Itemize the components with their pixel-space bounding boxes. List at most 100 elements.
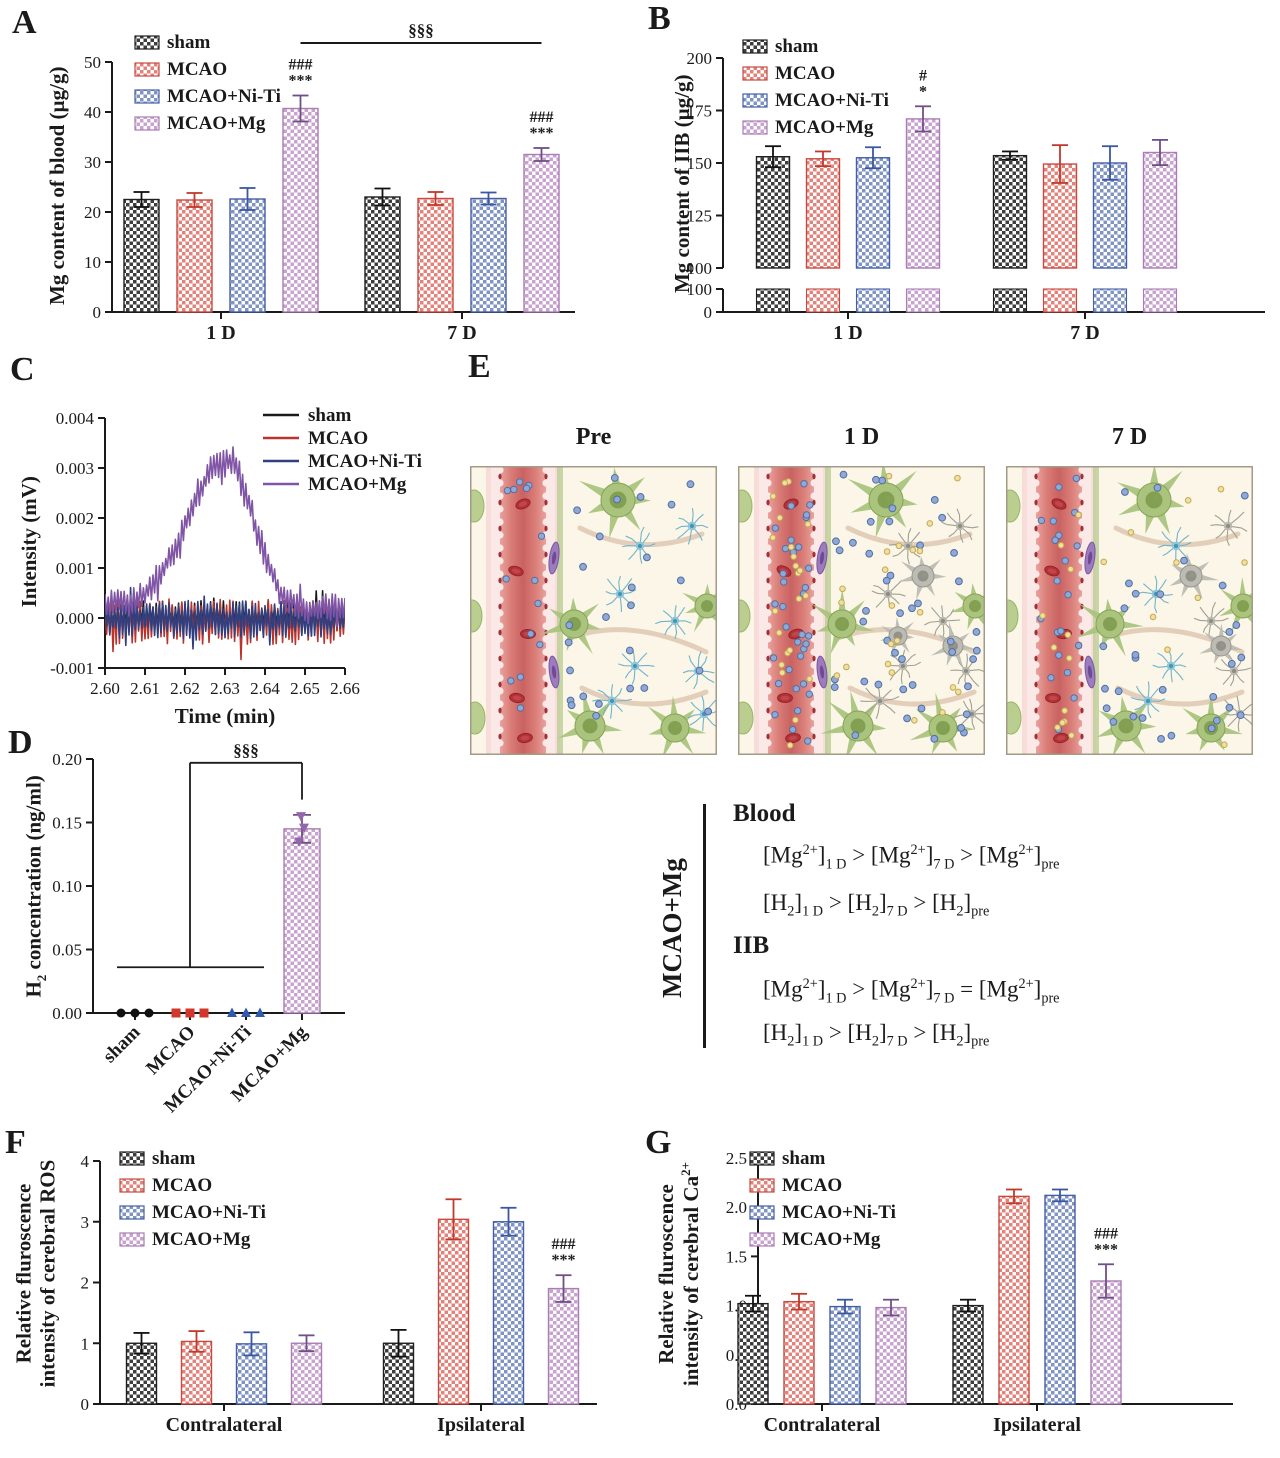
caption-formula-blood-h2: [H2]1 D > [H2]7 D > [H2]pre bbox=[763, 890, 990, 920]
svg-text:2: 2 bbox=[81, 1274, 90, 1293]
svg-text:30: 30 bbox=[84, 153, 101, 172]
svg-text:Ipsilateral: Ipsilateral bbox=[993, 1414, 1081, 1436]
mg-bar bbox=[283, 813, 321, 1014]
sig-bracket: §§§ bbox=[117, 741, 303, 969]
svg-text:Contralateral: Contralateral bbox=[166, 1414, 283, 1436]
svg-text:125: 125 bbox=[687, 207, 713, 226]
illustration-pre bbox=[470, 466, 717, 755]
svg-text:0: 0 bbox=[93, 303, 102, 322]
svg-text:***: *** bbox=[552, 1252, 576, 1269]
caption-side-label: MCAO+Mg bbox=[657, 858, 687, 998]
bars bbox=[123, 94, 560, 313]
data-points bbox=[116, 812, 309, 1018]
svg-text:2.62: 2.62 bbox=[170, 679, 200, 698]
svg-text:3: 3 bbox=[81, 1213, 90, 1232]
svg-text:###: ### bbox=[289, 57, 313, 74]
svg-text:#: # bbox=[919, 67, 927, 84]
svg-text:100: 100 bbox=[687, 280, 713, 299]
svg-text:1: 1 bbox=[81, 1334, 90, 1353]
svg-text:Ipsilateral: Ipsilateral bbox=[437, 1414, 525, 1436]
bars bbox=[125, 1198, 580, 1405]
svg-text:0.003: 0.003 bbox=[56, 459, 94, 478]
svg-text:10: 10 bbox=[84, 253, 101, 272]
caption-heading-iib: IIB bbox=[733, 932, 770, 959]
svg-text:200: 200 bbox=[687, 49, 713, 68]
svg-text:0.00: 0.00 bbox=[52, 1004, 82, 1023]
legend: sham MCAO MCAO+Ni-Ti MCAO+Mg bbox=[749, 1148, 896, 1250]
bars bbox=[755, 105, 1178, 313]
svg-text:0: 0 bbox=[704, 303, 713, 322]
plot-B: 100 125 150 175 200 0 100 1 D 7 D #* bbox=[687, 49, 1265, 344]
svg-text:sham: sham bbox=[152, 1148, 195, 1169]
panel-label-a: A bbox=[12, 4, 37, 41]
svg-text:MCAO: MCAO bbox=[775, 63, 835, 84]
svg-text:§§§: §§§ bbox=[408, 21, 434, 40]
svg-text:1.5: 1.5 bbox=[726, 1247, 747, 1266]
traces bbox=[105, 446, 345, 661]
svg-text:sham: sham bbox=[782, 1148, 825, 1169]
svg-text:0.20: 0.20 bbox=[52, 750, 82, 769]
svg-text:MCAO+Ni-Ti: MCAO+Ni-Ti bbox=[308, 451, 422, 472]
svg-text:2.0: 2.0 bbox=[726, 1198, 747, 1217]
svg-text:50: 50 bbox=[84, 53, 101, 72]
svg-text:2.61: 2.61 bbox=[130, 679, 160, 698]
svg-text:MCAO: MCAO bbox=[308, 428, 368, 449]
svg-text:sham: sham bbox=[308, 405, 351, 426]
svg-text:*: * bbox=[919, 83, 927, 100]
chart-c-intensity: -0.001 0.000 0.001 0.002 0.003 0.004 2.60 2.61 2… bbox=[50, 405, 422, 698]
svg-text:sham: sham bbox=[775, 36, 818, 57]
svg-text:0.10: 0.10 bbox=[52, 877, 82, 896]
svg-text:2.5: 2.5 bbox=[726, 1149, 747, 1168]
summary-caption: MCAO+Mg Blood [Mg2+]1 D > [Mg2+]7 D > [M… bbox=[648, 790, 1268, 1090]
svg-text:MCAO+Mg: MCAO+Mg bbox=[782, 1229, 881, 1250]
svg-text:1 D: 1 D bbox=[206, 322, 235, 344]
svg-text:MCAO+Mg: MCAO+Mg bbox=[167, 113, 266, 134]
svg-text:2.64: 2.64 bbox=[250, 679, 280, 698]
svg-text:0.002: 0.002 bbox=[56, 509, 94, 528]
svg-text:7 D: 7 D bbox=[1070, 322, 1099, 344]
caption-formula-blood-mg: [Mg2+]1 D > [Mg2+]7 D > [Mg2+]pre bbox=[763, 842, 1060, 873]
chart-d-h2-concentration: 0.000.050.100.150.20shamMCAOMCAO+Ni-TiMC… bbox=[52, 741, 345, 1117]
svg-text:1 D: 1 D bbox=[833, 322, 862, 344]
caption-heading-blood: Blood bbox=[733, 800, 796, 827]
svg-text:MCAO: MCAO bbox=[167, 59, 227, 80]
svg-text:0.000: 0.000 bbox=[56, 609, 94, 628]
svg-text:MCAO+Mg: MCAO+Mg bbox=[152, 1229, 251, 1250]
svg-text:###: ### bbox=[552, 1236, 576, 1253]
legend: sham MCAO MCAO+Ni-Ti MCAO+Mg bbox=[134, 32, 281, 134]
svg-text:MCAO: MCAO bbox=[782, 1175, 842, 1196]
svg-text:MCAO+Ni-Ti: MCAO+Ni-Ti bbox=[782, 1202, 896, 1223]
svg-text:MCAO+Mg: MCAO+Mg bbox=[775, 117, 874, 138]
svg-text:7 D: 7 D bbox=[447, 322, 476, 344]
illustration-7d bbox=[1006, 466, 1253, 755]
svg-text:sham: sham bbox=[99, 1022, 145, 1068]
svg-text:***: *** bbox=[289, 73, 313, 90]
axis-title-x-c: Time (min) bbox=[174, 704, 276, 728]
svg-text:Contralateral: Contralateral bbox=[764, 1414, 881, 1436]
svg-text:0.05: 0.05 bbox=[52, 941, 82, 960]
svg-text:0.001: 0.001 bbox=[56, 559, 94, 578]
svg-text:100: 100 bbox=[687, 259, 713, 278]
panel-label-d: D bbox=[8, 724, 33, 761]
svg-text:0: 0 bbox=[81, 1395, 90, 1414]
svg-text:sham: sham bbox=[167, 32, 210, 53]
svg-text:MCAO+Ni-Ti: MCAO+Ni-Ti bbox=[167, 86, 281, 107]
illustration-title-7d: 7 D bbox=[1111, 424, 1148, 450]
svg-text:2.65: 2.65 bbox=[290, 679, 320, 698]
chart-b-mg-iib: 100 125 150 175 200 0 100 1 D 7 D #* sham MCAO MCAO+… bbox=[687, 36, 1265, 344]
axes: -0.001 0.000 0.001 0.002 0.003 0.004 2.60 2.61 2… bbox=[50, 409, 360, 698]
caption-formula-iib-mg: [Mg2+]1 D > [Mg2+]7 D = [Mg2+]pre bbox=[763, 976, 1060, 1007]
panel-label-b: B bbox=[648, 0, 671, 37]
svg-text:2.66: 2.66 bbox=[330, 679, 360, 698]
svg-text:0.004: 0.004 bbox=[56, 409, 95, 428]
svg-text:0.15: 0.15 bbox=[52, 814, 82, 833]
svg-text:4: 4 bbox=[81, 1152, 90, 1171]
bars bbox=[737, 1188, 1122, 1405]
